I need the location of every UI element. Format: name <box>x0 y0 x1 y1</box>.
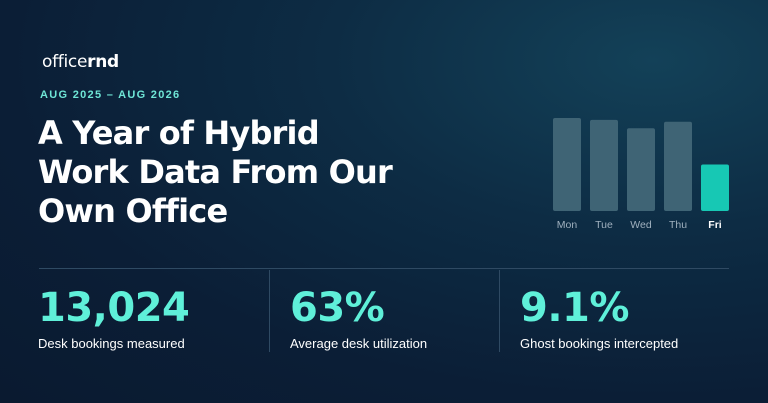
stat-desk-bookings: 13,024 Desk bookings measured <box>38 285 190 351</box>
bar-thu <box>664 121 692 211</box>
stat-label: Average desk utilization <box>290 336 428 351</box>
title-line-3: Own Office <box>38 192 228 230</box>
logo-text-bold: rnd <box>87 52 119 72</box>
tick-label-wed: Wed <box>630 219 652 231</box>
date-range: AUG 2025 – AUG 2026 <box>40 89 181 101</box>
page-title: A Year of Hybrid Work Data From Our Own … <box>38 114 458 231</box>
officernd-logo: officernd <box>42 52 119 72</box>
logo-text-light: office <box>42 52 88 72</box>
stat-ghost-bookings: 9.1% Ghost bookings intercepted <box>520 286 678 351</box>
horizontal-divider <box>39 268 729 269</box>
stat-value: 63% <box>290 285 385 331</box>
title-line-2: Work Data From Our <box>38 153 393 191</box>
tick-label-thu: Thu <box>669 219 687 231</box>
stat-value: 13,024 <box>38 285 190 331</box>
vertical-divider <box>499 270 500 352</box>
weekday-bar-chart: Mon Tue Wed Thu Fri <box>553 118 729 231</box>
vertical-divider <box>269 270 270 352</box>
stat-value: 9.1% <box>520 285 629 331</box>
bar-fri <box>701 164 729 211</box>
bar-mon <box>553 118 581 211</box>
title-line-1: A Year of Hybrid <box>38 114 320 152</box>
stat-desk-utilization: 63% Average desk utilization <box>290 286 427 351</box>
bar-wed <box>627 128 655 211</box>
tick-label-fri: Fri <box>708 219 722 231</box>
bar-tue <box>590 119 618 211</box>
tick-label-mon: Mon <box>557 219 578 231</box>
stat-label: Desk bookings measured <box>38 336 185 351</box>
tick-label-tue: Tue <box>595 219 613 231</box>
stat-label: Ghost bookings intercepted <box>520 336 679 351</box>
